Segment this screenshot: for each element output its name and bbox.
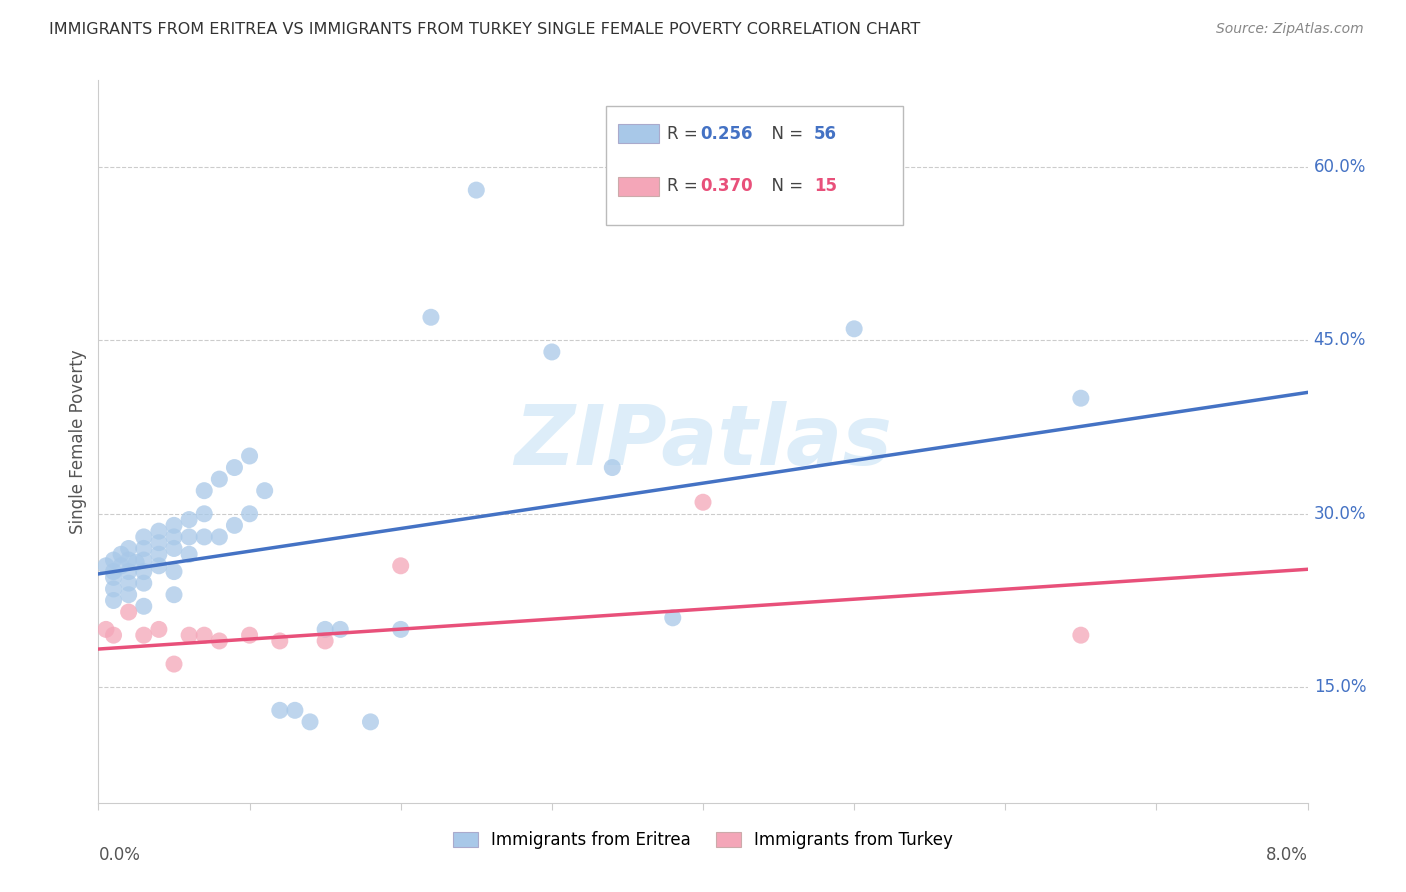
Point: [103, 582, 125, 596]
Text: R =: R =: [666, 125, 703, 143]
Text: N =: N =: [761, 125, 808, 143]
Point: [239, 507, 262, 521]
Point: [118, 576, 141, 591]
FancyBboxPatch shape: [606, 105, 903, 225]
Text: 15.0%: 15.0%: [1313, 678, 1367, 696]
Point: [284, 703, 307, 717]
FancyBboxPatch shape: [619, 178, 659, 196]
Text: IMMIGRANTS FROM ERITREA VS IMMIGRANTS FROM TURKEY SINGLE FEMALE POVERTY CORRELAT: IMMIGRANTS FROM ERITREA VS IMMIGRANTS FR…: [49, 22, 921, 37]
Point: [224, 460, 246, 475]
Point: [1070, 391, 1092, 405]
Point: [148, 535, 170, 549]
Text: R =: R =: [666, 178, 703, 195]
Point: [94, 623, 117, 637]
Point: [163, 565, 186, 579]
Point: [163, 588, 186, 602]
Text: 45.0%: 45.0%: [1313, 332, 1367, 350]
Point: [844, 322, 866, 336]
Point: [329, 623, 352, 637]
Point: [540, 345, 562, 359]
Point: [132, 599, 155, 614]
Text: Source: ZipAtlas.com: Source: ZipAtlas.com: [1216, 22, 1364, 37]
Point: [314, 623, 336, 637]
Text: 0.370: 0.370: [700, 178, 754, 195]
Point: [239, 449, 262, 463]
Point: [661, 611, 683, 625]
Text: 15: 15: [814, 178, 837, 195]
Point: [132, 553, 155, 567]
Point: [314, 634, 336, 648]
Point: [163, 518, 186, 533]
Point: [269, 703, 291, 717]
Point: [110, 547, 132, 561]
Point: [132, 541, 155, 556]
Point: [179, 628, 201, 642]
Point: [110, 558, 132, 573]
Point: [103, 628, 125, 642]
Point: [118, 605, 141, 619]
Point: [118, 565, 141, 579]
Point: [163, 657, 186, 671]
Point: [132, 576, 155, 591]
Text: 30.0%: 30.0%: [1313, 505, 1367, 523]
Point: [148, 524, 170, 538]
Point: [193, 628, 215, 642]
Point: [208, 530, 231, 544]
Point: [179, 530, 201, 544]
Point: [103, 553, 125, 567]
Point: [208, 472, 231, 486]
Point: [465, 183, 488, 197]
Point: [179, 512, 201, 526]
Point: [94, 558, 117, 573]
Point: [125, 555, 148, 569]
Point: [193, 507, 215, 521]
Point: [239, 628, 262, 642]
Point: [118, 541, 141, 556]
Point: [103, 570, 125, 584]
Point: [389, 558, 412, 573]
Y-axis label: Single Female Poverty: Single Female Poverty: [69, 350, 87, 533]
Point: [163, 541, 186, 556]
Point: [253, 483, 276, 498]
Point: [269, 634, 291, 648]
Point: [420, 310, 443, 325]
Point: [132, 530, 155, 544]
Text: N =: N =: [761, 178, 808, 195]
Point: [208, 634, 231, 648]
Point: [118, 553, 141, 567]
Point: [299, 714, 322, 729]
Point: [118, 588, 141, 602]
Point: [132, 565, 155, 579]
Text: ZIPatlas: ZIPatlas: [515, 401, 891, 482]
Text: 0.256: 0.256: [700, 125, 754, 143]
Point: [148, 558, 170, 573]
Text: 56: 56: [814, 125, 837, 143]
Point: [193, 483, 215, 498]
Point: [224, 518, 246, 533]
Point: [389, 623, 412, 637]
Text: 60.0%: 60.0%: [1313, 158, 1367, 176]
Point: [148, 547, 170, 561]
Text: 0.0%: 0.0%: [98, 847, 141, 864]
Point: [132, 628, 155, 642]
Point: [193, 530, 215, 544]
Legend: Immigrants from Eritrea, Immigrants from Turkey: Immigrants from Eritrea, Immigrants from…: [446, 824, 960, 856]
Point: [692, 495, 714, 509]
Point: [103, 565, 125, 579]
Point: [360, 714, 382, 729]
Text: 8.0%: 8.0%: [1265, 847, 1308, 864]
Point: [179, 547, 201, 561]
Point: [163, 530, 186, 544]
Point: [1070, 628, 1092, 642]
Point: [602, 460, 624, 475]
Point: [148, 623, 170, 637]
FancyBboxPatch shape: [619, 124, 659, 143]
Point: [103, 593, 125, 607]
